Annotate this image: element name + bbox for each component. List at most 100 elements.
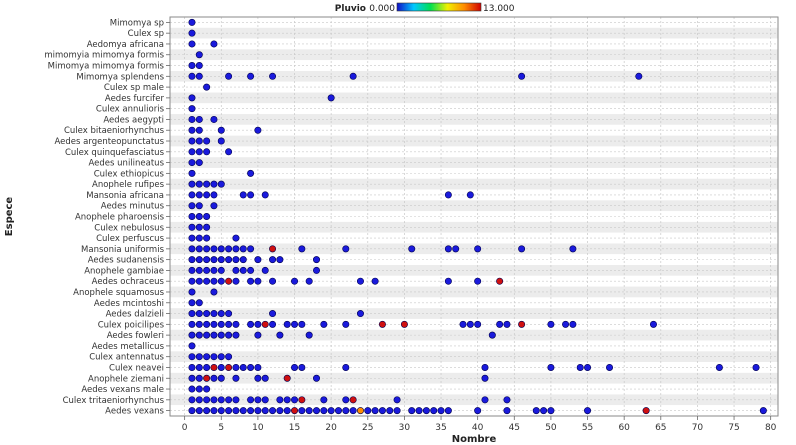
- x-tick-label: 55: [582, 423, 593, 433]
- y-tick-label: Anophele pharoensis: [75, 213, 165, 223]
- data-point: [474, 320, 482, 328]
- y-tick-label: Culex quinquefasciatus: [65, 148, 165, 158]
- data-point: [217, 363, 225, 371]
- vertical-gridlines: [184, 17, 772, 416]
- data-point: [195, 234, 203, 242]
- data-point: [203, 223, 211, 231]
- x-tick-label: 45: [509, 423, 520, 433]
- data-point: [210, 331, 218, 339]
- data-point: [217, 126, 225, 134]
- data-point: [247, 191, 255, 199]
- data-points: [188, 18, 767, 415]
- data-point: [203, 234, 211, 242]
- y-tick-label: Aedes metallicus: [92, 342, 165, 352]
- data-point: [313, 407, 321, 415]
- data-point: [203, 191, 211, 199]
- data-point: [188, 62, 196, 70]
- data-point: [291, 396, 299, 404]
- data-point: [217, 137, 225, 145]
- data-point: [225, 256, 233, 264]
- data-point: [225, 320, 233, 328]
- data-point: [195, 277, 203, 285]
- data-point: [203, 363, 211, 371]
- data-point: [195, 363, 203, 371]
- data-point: [195, 320, 203, 328]
- data-point: [217, 407, 225, 415]
- data-point: [203, 180, 211, 188]
- data-point: [188, 299, 196, 307]
- data-point: [225, 396, 233, 404]
- data-point: [320, 396, 328, 404]
- legend-max-label: 13.000: [483, 4, 515, 14]
- data-point: [276, 396, 284, 404]
- data-point: [444, 407, 452, 415]
- data-point: [188, 374, 196, 382]
- x-tick-label: 0: [182, 423, 188, 433]
- data-point: [547, 407, 555, 415]
- legend-min-label: 0.000: [369, 4, 395, 14]
- data-point: [261, 191, 269, 199]
- data-point: [188, 353, 196, 361]
- data-point: [342, 396, 350, 404]
- data-point: [195, 148, 203, 156]
- data-point: [269, 407, 277, 415]
- data-point: [210, 256, 218, 264]
- data-point: [496, 320, 504, 328]
- data-point: [269, 320, 277, 328]
- data-point: [562, 320, 570, 328]
- data-point: [217, 396, 225, 404]
- data-point: [759, 407, 767, 415]
- y-tick-label: Aedes dalzieli: [106, 310, 164, 320]
- data-point: [188, 385, 196, 393]
- data-point: [203, 331, 211, 339]
- data-point: [203, 396, 211, 404]
- y-tick-label: Culex sp: [128, 29, 164, 39]
- data-point: [225, 363, 233, 371]
- data-point: [203, 374, 211, 382]
- data-point: [254, 396, 262, 404]
- data-point: [298, 407, 306, 415]
- data-point: [210, 320, 218, 328]
- data-point: [466, 320, 474, 328]
- data-point: [371, 407, 379, 415]
- data-point: [203, 385, 211, 393]
- data-point: [269, 256, 277, 264]
- data-point: [239, 363, 247, 371]
- data-point: [261, 374, 269, 382]
- data-point: [349, 72, 357, 80]
- data-point: [459, 320, 467, 328]
- data-point: [210, 40, 218, 48]
- y-tick-label: Culex poicilipes: [98, 320, 165, 330]
- data-point: [269, 245, 277, 253]
- data-point: [547, 320, 555, 328]
- data-point: [188, 363, 196, 371]
- data-point: [195, 331, 203, 339]
- data-point: [261, 407, 269, 415]
- data-point: [349, 407, 357, 415]
- y-tick-label: Culex annulioris: [96, 105, 165, 115]
- data-point: [225, 353, 233, 361]
- x-tick-label: 25: [362, 423, 373, 433]
- data-point: [291, 277, 299, 285]
- data-point: [422, 407, 430, 415]
- data-point: [276, 407, 284, 415]
- data-point: [225, 277, 233, 285]
- data-point: [569, 320, 577, 328]
- data-point: [254, 407, 262, 415]
- data-point: [188, 277, 196, 285]
- data-point: [305, 331, 313, 339]
- data-point: [195, 299, 203, 307]
- y-tick-label: Culex perfuscus: [96, 234, 164, 244]
- data-point: [247, 320, 255, 328]
- data-point: [606, 363, 614, 371]
- data-point: [210, 288, 218, 296]
- data-point: [305, 277, 313, 285]
- data-point: [195, 51, 203, 59]
- data-point: [276, 256, 284, 264]
- data-point: [195, 72, 203, 80]
- data-point: [195, 353, 203, 361]
- y-tick-label: Aedes aegypti: [103, 115, 164, 125]
- data-point: [203, 266, 211, 274]
- data-point: [195, 374, 203, 382]
- data-point: [217, 180, 225, 188]
